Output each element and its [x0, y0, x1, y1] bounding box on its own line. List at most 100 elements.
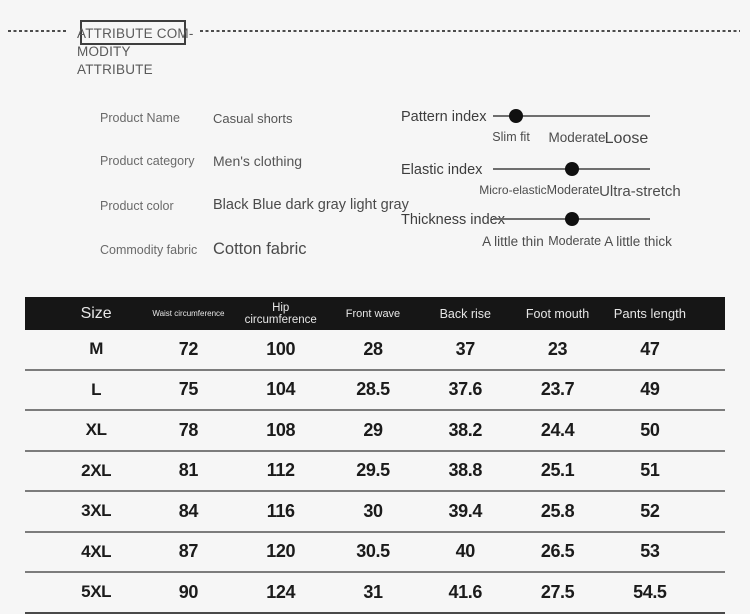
front-wave-cell: 29 [363, 419, 383, 440]
foot-mouth-cell: 24.4 [540, 419, 575, 440]
foot-mouth-cell: 23 [547, 338, 568, 359]
pattern-index-slider-handle[interactable] [508, 109, 523, 123]
foot-mouth-cell: 27.5 [540, 581, 575, 602]
hip-cell: 100 [266, 338, 296, 359]
pants-length-cell: 50 [640, 419, 660, 440]
foot-mouth-cell: 23.7 [540, 379, 575, 400]
size-cell: 3XL [81, 501, 112, 521]
pants-length-cell: 49 [640, 379, 660, 400]
thickness-index-slider-handle[interactable] [564, 212, 579, 226]
hip-cell: 116 [266, 500, 295, 521]
table-row-2xl: 2XL 81 112 29.5 38.8 25.1 51 [25, 449, 725, 491]
size-chart-table: Size Waist circumference Hip circumferen… [25, 297, 725, 614]
tick-moderate: Moderate [548, 234, 602, 248]
tick-micro-elastic: Micro-elastic [479, 183, 547, 197]
tick-a-little-thin: A little thin [482, 234, 544, 249]
waist-cell: 75 [178, 379, 199, 400]
table-row-5xl: 5XL 90 124 31 41.6 27.5 54.5 [25, 571, 725, 614]
thickness-index-ticks: A little thin Moderate A little thick [482, 234, 672, 250]
col-header-foot-mouth: Foot mouth [525, 306, 590, 321]
divider-dash-left [8, 30, 66, 32]
pattern-index-label: Pattern index [401, 109, 487, 125]
tick-moderate: Moderate [546, 183, 600, 197]
hip-cell: 112 [266, 460, 295, 481]
attr-value-commodity-fabric: Cotton fabric [213, 240, 307, 258]
attr-value-product-category: Men's clothing [213, 153, 303, 169]
tick-slim-fit: Slim fit [492, 130, 530, 144]
elastic-index-slider-handle[interactable] [564, 162, 579, 176]
tick-loose: Loose [604, 130, 649, 147]
pattern-index-slider[interactable] [493, 109, 650, 123]
table-row-xl: XL 78 108 29 38.2 24.4 50 [25, 409, 725, 450]
hip-cell: 104 [266, 379, 296, 400]
foot-mouth-cell: 25.8 [540, 500, 575, 521]
size-cell: L [91, 379, 102, 399]
waist-cell: 78 [178, 419, 199, 440]
size-cell: M [89, 339, 104, 359]
pants-length-cell: 47 [640, 338, 660, 359]
section-title-line-1: ATTRIBUTE COM- [77, 26, 194, 41]
elastic-index-ticks: Micro-elastic Moderate Ultra-stretch [479, 183, 681, 200]
foot-mouth-cell: 25.1 [540, 460, 575, 481]
attr-label-product-name: Product Name [100, 111, 180, 125]
back-rise-cell: 37 [455, 338, 476, 359]
back-rise-cell: 37.6 [448, 379, 483, 400]
back-rise-cell: 39.4 [448, 500, 483, 521]
waist-cell: 84 [178, 500, 199, 521]
col-header-size: Size [80, 304, 112, 322]
attr-label-product-category: Product category [100, 154, 195, 168]
elastic-index-label: Elastic index [401, 162, 483, 178]
front-wave-cell: 29.5 [356, 460, 390, 481]
section-title-line-2: MODITY ATTRIBUTE [77, 44, 153, 77]
attr-label-product-color: Product color [100, 199, 174, 213]
waist-cell: 87 [178, 541, 199, 562]
col-header-hip-circumference: Hip circumference [244, 301, 317, 326]
size-cell: XL [85, 420, 107, 440]
size-cell: 2XL [81, 460, 112, 480]
col-header-pants-length: Pants length [613, 306, 686, 321]
table-row-l: L 75 104 28.5 37.6 23.7 49 [25, 368, 725, 410]
front-wave-cell: 28.5 [356, 379, 390, 400]
size-cell: 4XL [81, 541, 112, 561]
tick-a-little-thick: A little thick [604, 234, 672, 249]
back-rise-cell: 40 [455, 541, 476, 562]
back-rise-cell: 38.2 [448, 419, 483, 440]
table-row-3xl: 3XL 84 116 30 39.4 25.8 52 [25, 490, 725, 531]
thickness-index-label: Thickness index [401, 212, 505, 228]
attr-value-product-name: Casual shorts [213, 111, 293, 126]
pants-length-cell: 54.5 [633, 581, 667, 602]
table-row-m: M 72 100 28 37 23 47 [25, 330, 725, 369]
front-wave-cell: 31 [363, 581, 383, 602]
tick-moderate: Moderate [548, 130, 606, 145]
hip-cell: 108 [266, 419, 296, 440]
waist-cell: 90 [178, 581, 199, 602]
pants-length-cell: 53 [640, 541, 660, 562]
hip-cell: 124 [266, 581, 296, 602]
pants-length-cell: 51 [640, 460, 660, 481]
front-wave-cell: 30 [363, 500, 383, 521]
attr-label-commodity-fabric: Commodity fabric [100, 243, 198, 257]
front-wave-cell: 30.5 [356, 541, 390, 562]
thickness-index-slider[interactable] [493, 212, 650, 226]
attr-value-product-color: Black Blue dark gray light gray [213, 197, 409, 213]
divider-dash-right [200, 30, 740, 32]
elastic-index-slider[interactable] [493, 162, 650, 176]
back-rise-cell: 38.8 [448, 460, 483, 481]
size-chart-header-row: Size Waist circumference Hip circumferen… [25, 297, 725, 330]
pattern-index-ticks: Slim fit Moderate Loose [492, 130, 650, 147]
front-wave-cell: 28 [363, 338, 383, 359]
waist-cell: 72 [178, 338, 199, 359]
hip-cell: 120 [266, 541, 296, 562]
table-row-4xl: 4XL 87 120 30.5 40 26.5 53 [25, 530, 725, 572]
col-header-back-rise: Back rise [439, 306, 491, 321]
tick-ultra-stretch: Ultra-stretch [599, 183, 681, 200]
pants-length-cell: 52 [640, 500, 660, 521]
waist-cell: 81 [178, 460, 199, 481]
section-title-box [80, 20, 186, 45]
back-rise-cell: 41.6 [448, 581, 483, 602]
size-cell: 5XL [81, 582, 112, 602]
foot-mouth-cell: 26.5 [540, 541, 575, 562]
col-header-front-wave: Front wave [345, 307, 401, 320]
section-title: ATTRIBUTE COM- MODITY ATTRIBUTE [77, 25, 195, 79]
col-header-waist-circumference: Waist circumference [152, 309, 225, 318]
